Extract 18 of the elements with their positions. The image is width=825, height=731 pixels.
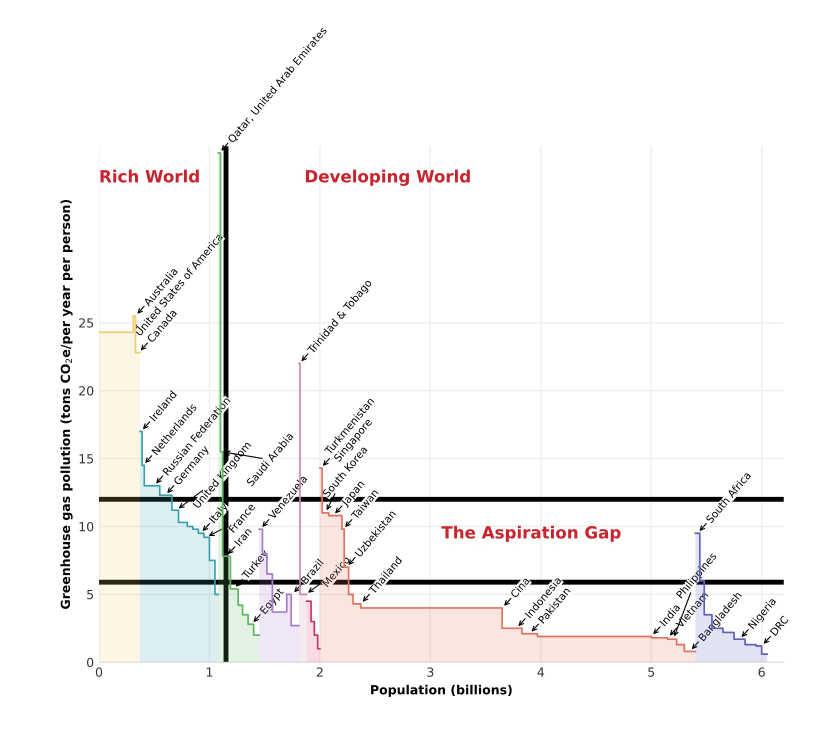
x-tick-label: 0 [96, 667, 102, 677]
y-tick-label: 25 [79, 318, 94, 328]
x-tick-label: 5 [648, 668, 654, 677]
x-tick-label: 2 [316, 667, 323, 677]
annotation: The Aspiration Gap [441, 526, 621, 542]
y-tick-label: 10 [80, 522, 94, 532]
x-tick-label: 1 [206, 668, 212, 677]
y-axis-title: Greenhouse gas pollution (tons CO$_{2}$e/per year per person) [60, 200, 73, 609]
x-tick-label: 3 [427, 667, 434, 677]
annotation: Developing World [306, 170, 470, 186]
y-tick-label: 5 [87, 590, 94, 600]
x-axis-title: Population (billions) [371, 684, 512, 697]
y-tick-label: 15 [80, 454, 94, 464]
annotation: Rich World [100, 170, 199, 183]
x-tick-label: 6 [758, 667, 765, 677]
y-tick-label: 20 [79, 386, 94, 396]
x-tick-label: 4 [537, 668, 544, 677]
y-tick-label: 0 [87, 658, 94, 668]
